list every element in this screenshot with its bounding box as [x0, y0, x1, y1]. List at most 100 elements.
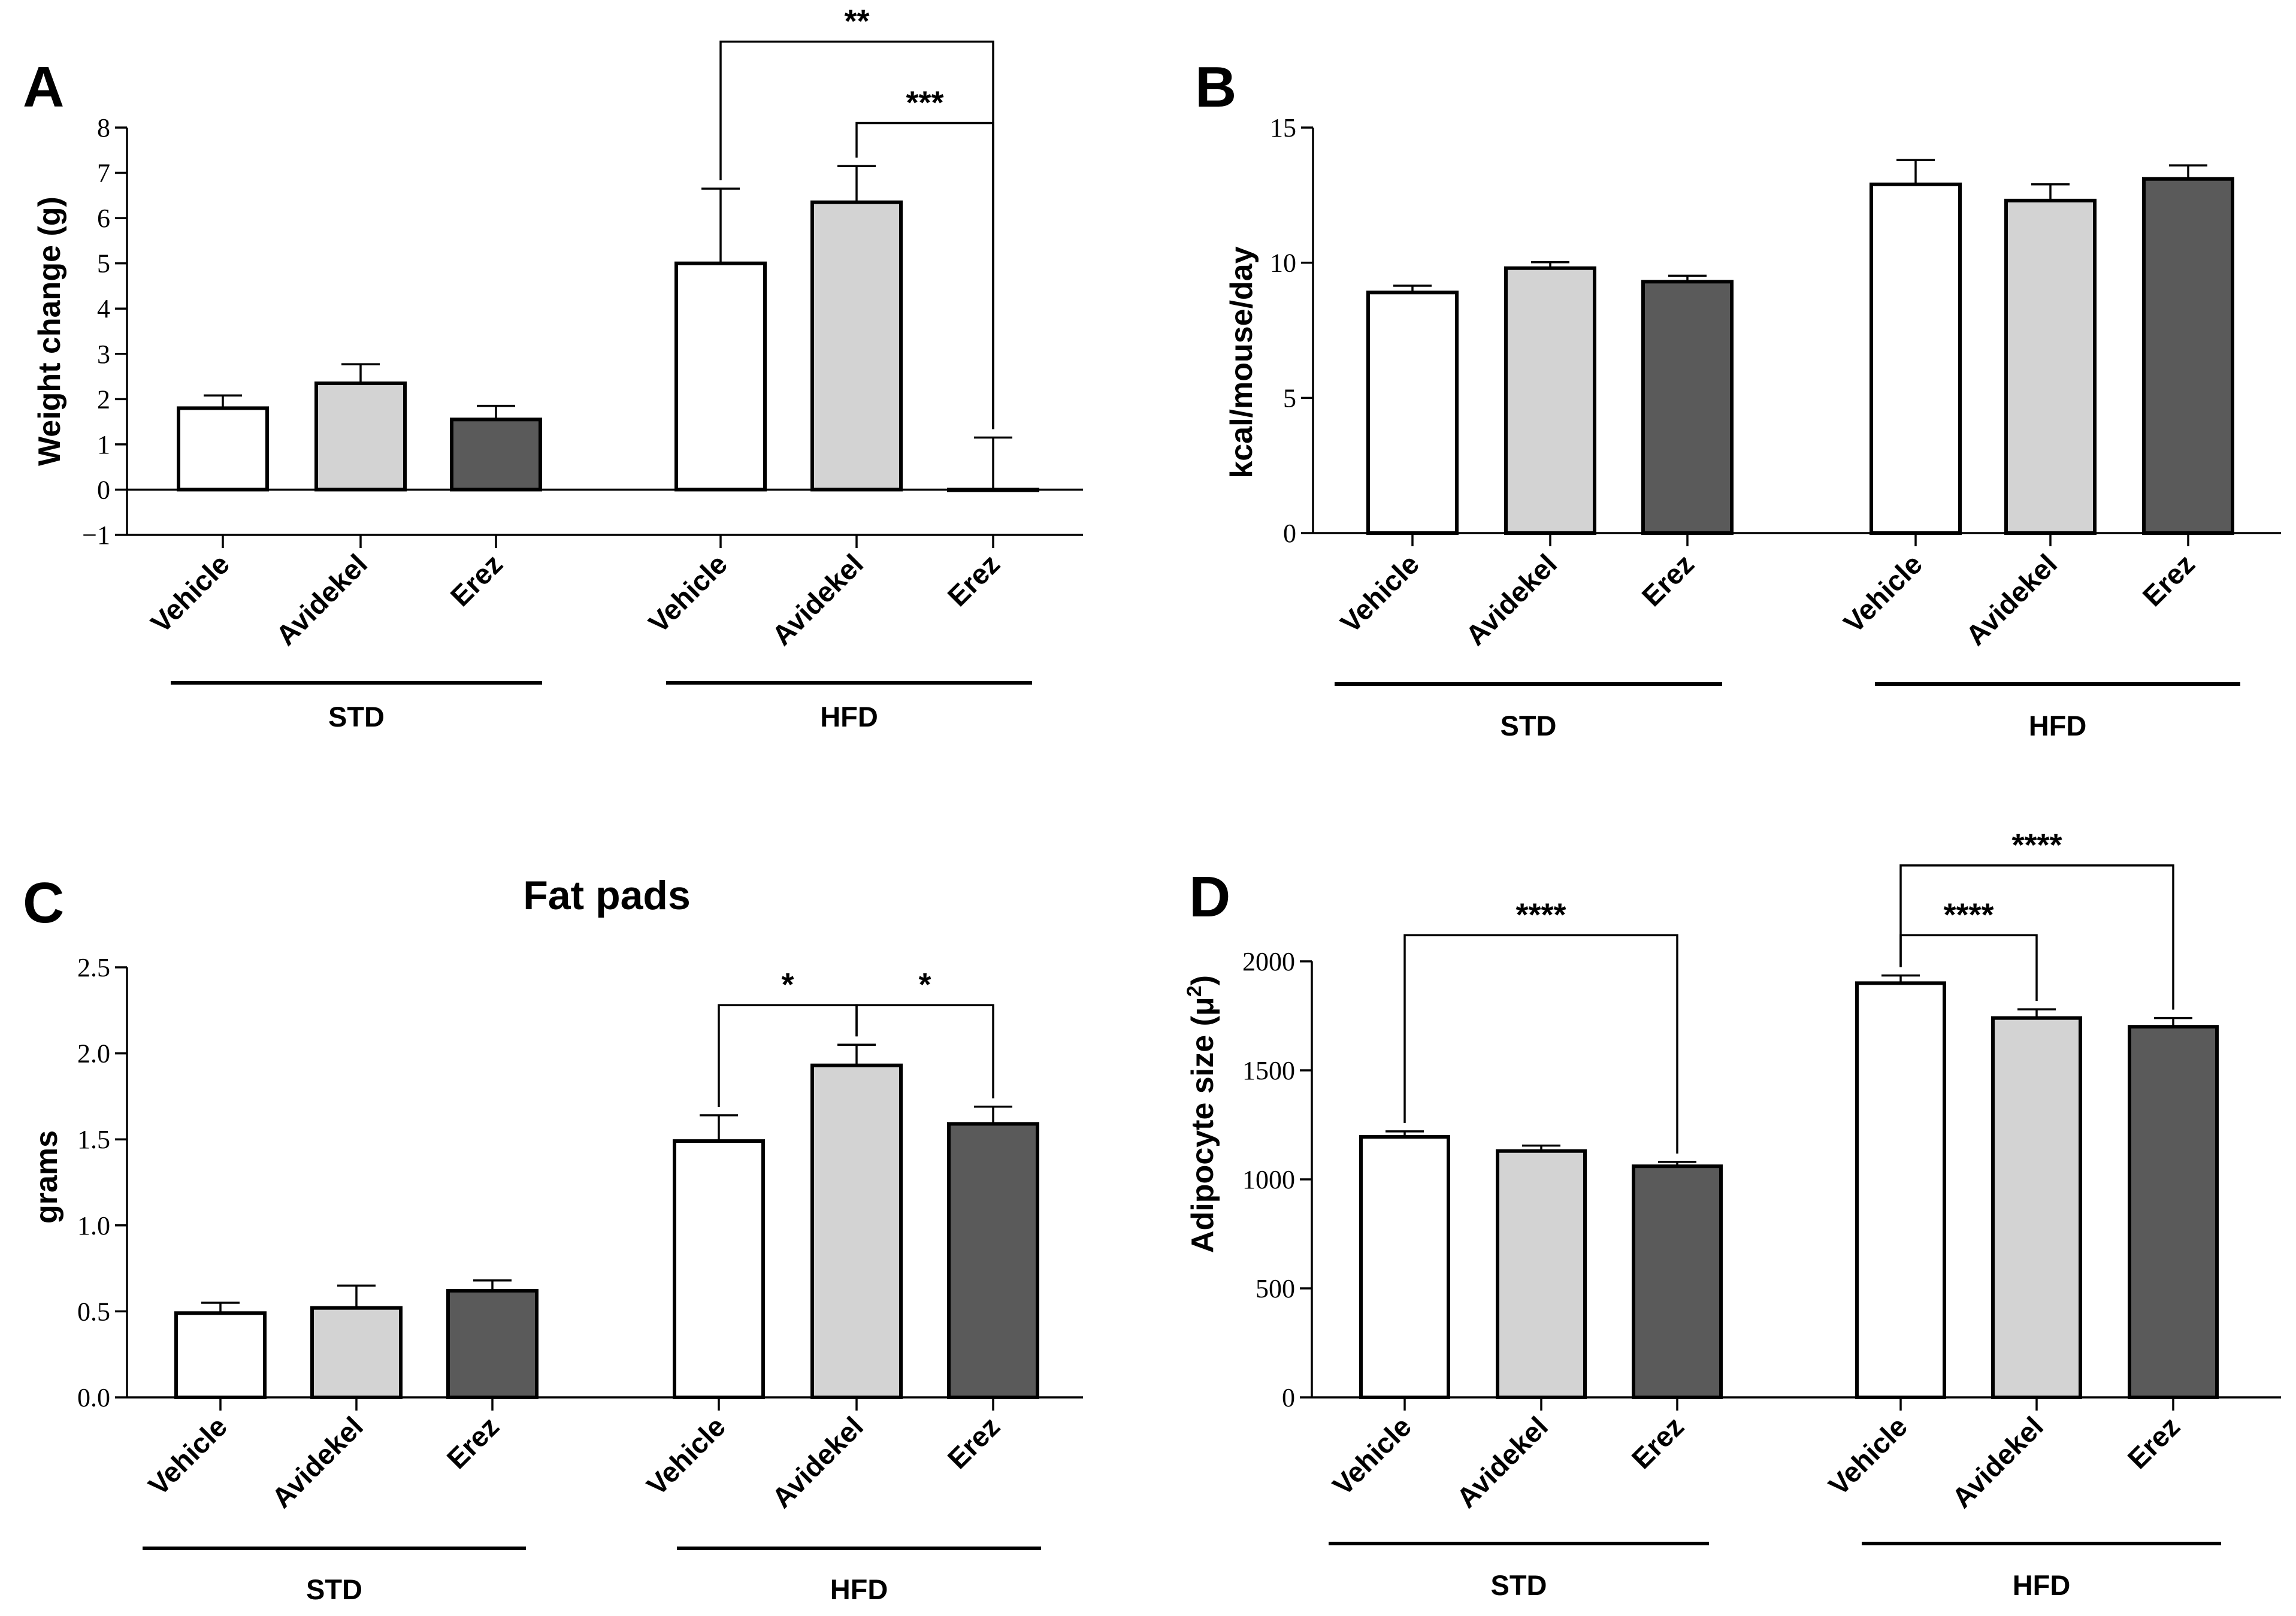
y-tick-label-d: 0: [1282, 1383, 1295, 1412]
category-label-a-0: Vehicle: [144, 548, 235, 639]
y-tick-label-c: 2.5: [77, 953, 110, 982]
panel-b: 0 5 10 15 kcal/mouse/day Vehicle Avidekel Erez V…: [1224, 113, 2281, 742]
category-label-a-2: Erez: [444, 548, 509, 613]
bar-a-1: [314, 381, 407, 492]
y-tick-label-c: 1.5: [77, 1125, 110, 1154]
y-tick-label-a: 3: [97, 340, 110, 369]
panel-label-a: A: [23, 55, 64, 119]
bar-a-3: [674, 261, 767, 492]
bar-d-5: [2128, 1025, 2219, 1399]
category-label-a-1: Avidekel: [270, 548, 373, 652]
y-tick-label-b: 10: [1270, 249, 1296, 278]
category-label-a-4: Avidekel: [766, 548, 869, 652]
bar-d-0: [1359, 1135, 1450, 1400]
bar-a-0: [177, 406, 269, 492]
bar-c-5: [947, 1122, 1039, 1400]
category-label-d-3: Vehicle: [1822, 1411, 1913, 1502]
group-label-a-1: HFD: [820, 701, 878, 733]
bar-c-3: [673, 1139, 765, 1400]
category-label-d-1: Avidekel: [1450, 1411, 1554, 1514]
y-axis-label-b: kcal/mouse/day: [1224, 246, 1259, 478]
group-label-c-0: STD: [306, 1573, 362, 1605]
category-label-c-1: Avidekel: [265, 1411, 369, 1514]
group-label-b-1: HFD: [2029, 710, 2087, 742]
y-tick-label-b: 5: [1283, 383, 1296, 413]
category-label-c-3: Vehicle: [640, 1411, 731, 1502]
category-label-b-1: Avidekel: [1459, 548, 1563, 652]
significance-label-c-0: *: [781, 967, 794, 1003]
bar-a-2: [450, 417, 542, 492]
y-tick-label-d: 1000: [1242, 1165, 1295, 1194]
y-tick-label-c: 0.0: [77, 1383, 110, 1412]
panel-d: 0 500 1000 1500 2000 Adipocyte size (μ2) Vehic…: [1183, 827, 2281, 1601]
y-tick-label-a: 5: [97, 249, 110, 279]
y-tick-label-a: 6: [97, 204, 110, 233]
significance-label-a-1: ***: [906, 84, 943, 120]
category-label-b-0: Vehicle: [1334, 548, 1425, 639]
y-tick-label-a: −1: [82, 520, 110, 550]
category-label-d-5: Erez: [2121, 1411, 2186, 1475]
y-tick-label-a: 4: [97, 294, 110, 323]
y-tick-label-a: 8: [97, 113, 110, 143]
y-tick-label-b: 15: [1270, 113, 1296, 143]
bar-b-3: [1870, 182, 1962, 535]
group-label-d-0: STD: [1491, 1569, 1547, 1601]
significance-label-c-1: *: [918, 967, 931, 1003]
y-tick-label-a: 0: [97, 475, 110, 504]
significance-bracket-d-0: [1403, 934, 1678, 1154]
bar-d-2: [1632, 1164, 1723, 1400]
y-axis-label-d: Adipocyte size (μ2): [1183, 975, 1220, 1253]
category-label-a-3: Vehicle: [642, 548, 733, 639]
y-tick-label-d: 2000: [1242, 947, 1295, 976]
bar-b-0: [1366, 290, 1459, 535]
bar-b-2: [1641, 280, 1734, 535]
panel-c: 0.0 0.5 1.0 1.5 2.0 2.5 grams Fat pads Vehicle Av…: [29, 873, 1083, 1605]
y-tick-label-a: 1: [97, 430, 110, 459]
category-label-b-4: Avidekel: [1959, 548, 2063, 652]
bar-b-1: [1504, 266, 1596, 535]
category-label-b-2: Erez: [1635, 548, 1700, 613]
category-label-d-4: Avidekel: [1946, 1411, 2049, 1514]
significance-label-d-1: ****: [1943, 897, 1994, 933]
y-axis-label-a: Weight change (g): [32, 196, 67, 466]
bar-b-5: [2142, 177, 2234, 535]
y-tick-label-c: 0.5: [77, 1297, 110, 1326]
category-label-d-0: Vehicle: [1326, 1411, 1417, 1502]
category-label-c-2: Erez: [440, 1411, 505, 1475]
category-label-b-3: Vehicle: [1837, 548, 1928, 639]
panel-label-c: C: [23, 871, 64, 935]
category-label-c-4: Avidekel: [766, 1411, 869, 1514]
significance-label-d-2: ****: [2011, 827, 2062, 863]
significance-label-d-0: ****: [1515, 897, 1566, 933]
panel-label-b: B: [1195, 55, 1236, 119]
bar-d-3: [1855, 981, 1946, 1399]
bar-a-5: [947, 488, 1039, 492]
y-tick-label-d: 500: [1256, 1274, 1295, 1303]
significance-bracket-c-1: [855, 1004, 994, 1098]
significance-bracket-d-2: [1899, 864, 2174, 1010]
group-label-a-0: STD: [328, 701, 385, 733]
significance-bracket-a-1: [855, 122, 994, 429]
category-label-b-5: Erez: [2136, 548, 2201, 613]
bar-c-2: [446, 1288, 539, 1400]
bar-c-0: [174, 1311, 267, 1399]
chart-title-c: Fat pads: [523, 873, 691, 918]
bar-c-1: [310, 1306, 403, 1399]
y-axis-label-c: grams: [29, 1130, 64, 1224]
category-label-d-2: Erez: [1625, 1411, 1690, 1475]
bar-b-4: [2004, 198, 2097, 535]
bar-c-4: [810, 1063, 903, 1399]
bar-d-1: [1496, 1149, 1587, 1400]
y-tick-label-c: 1.0: [77, 1211, 110, 1240]
y-tick-label-b: 0: [1283, 519, 1296, 548]
panel-label-d: D: [1189, 865, 1230, 929]
y-tick-label-a: 7: [97, 159, 110, 188]
y-tick-label-a: 2: [97, 385, 110, 414]
category-label-a-5: Erez: [941, 548, 1006, 613]
bar-d-4: [1991, 1016, 2082, 1399]
category-label-c-5: Erez: [941, 1411, 1006, 1475]
group-label-d-1: HFD: [2013, 1569, 2071, 1601]
group-label-c-1: HFD: [830, 1573, 888, 1605]
y-tick-label-c: 2.0: [77, 1039, 110, 1069]
